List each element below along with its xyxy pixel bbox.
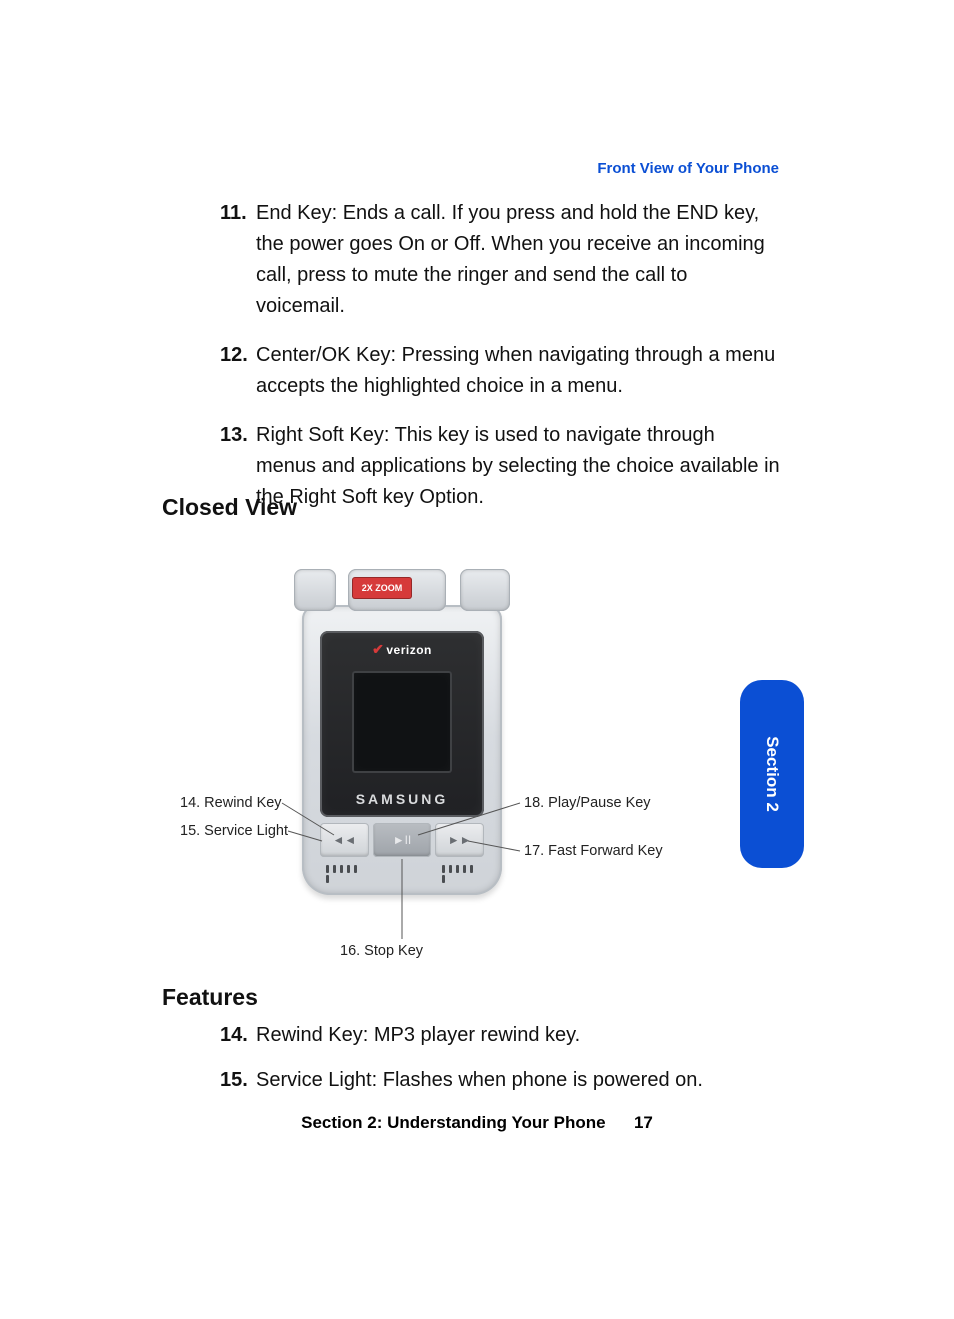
media-controls: ◄◄ ►II ►► <box>320 823 484 857</box>
list-number: 15. <box>220 1065 250 1096</box>
list-text: Service Light: Flashes when phone is pow… <box>256 1065 780 1096</box>
footer-section: Section 2: Understanding Your Phone <box>301 1113 605 1132</box>
manual-page: Front View of Your Phone 11. End Key: En… <box>0 0 954 1319</box>
list-text: Right Soft Key: This key is used to navi… <box>256 420 780 513</box>
list-item: 12. Center/OK Key: Pressing when navigat… <box>220 340 780 402</box>
fast-forward-key-icon: ►► <box>435 823 484 857</box>
callout-14: 14. Rewind Key <box>180 795 282 811</box>
samsung-logo: SAMSUNG <box>320 791 484 807</box>
carrier-label: ✔verizon <box>320 641 484 658</box>
callout-18: 18. Play/Pause Key <box>524 795 651 811</box>
heading-closed-view: Closed View <box>162 494 297 521</box>
phone-illustration: 2X ZOOM ✔verizon SAMSUNG ◄◄ ►II ►► <box>292 565 512 935</box>
list-item: 14. Rewind Key: MP3 player rewind key. <box>220 1020 780 1051</box>
list-text: Center/OK Key: Pressing when navigating … <box>256 340 780 402</box>
play-pause-key-icon: ►II <box>373 823 432 857</box>
section-tab: Section 2 <box>740 680 804 868</box>
speaker-grille <box>326 863 478 887</box>
section-tab-label: Section 2 <box>762 736 782 812</box>
callout-15: 15. Service Light <box>180 823 288 839</box>
heading-features: Features <box>162 984 258 1011</box>
phone-diagram: 2X ZOOM ✔verizon SAMSUNG ◄◄ ►II ►► <box>162 545 782 965</box>
footer-page-number: 17 <box>634 1113 653 1132</box>
callout-16: 16. Stop Key <box>340 943 423 959</box>
list-text: Rewind Key: MP3 player rewind key. <box>256 1020 780 1051</box>
page-footer: Section 2: Understanding Your Phone 17 <box>0 1113 954 1133</box>
list-number: 12. <box>220 340 250 402</box>
external-screen <box>352 671 452 773</box>
numbered-list-top: 11. End Key: Ends a call. If you press a… <box>220 198 780 531</box>
zoom-badge: 2X ZOOM <box>352 577 412 599</box>
list-item: 11. End Key: Ends a call. If you press a… <box>220 198 780 322</box>
phone-hinge: 2X ZOOM <box>288 565 516 625</box>
list-number: 14. <box>220 1020 250 1051</box>
list-item: 13. Right Soft Key: This key is used to … <box>220 420 780 513</box>
breadcrumb: Front View of Your Phone <box>597 160 779 177</box>
phone-body: 2X ZOOM ✔verizon SAMSUNG ◄◄ ►II ►► <box>302 605 502 895</box>
callout-17: 17. Fast Forward Key <box>524 843 663 859</box>
list-item: 15. Service Light: Flashes when phone is… <box>220 1065 780 1096</box>
rewind-key-icon: ◄◄ <box>320 823 369 857</box>
list-text: End Key: Ends a call. If you press and h… <box>256 198 780 322</box>
list-number: 11. <box>220 198 250 322</box>
verizon-check-icon: ✔ <box>372 641 384 657</box>
phone-faceplate: ✔verizon SAMSUNG <box>320 631 484 817</box>
numbered-list-features: 14. Rewind Key: MP3 player rewind key. 1… <box>220 1020 780 1110</box>
